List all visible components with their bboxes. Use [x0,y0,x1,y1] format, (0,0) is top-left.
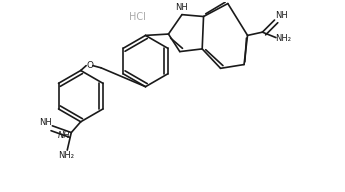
Text: HCl: HCl [129,12,146,22]
Text: NH: NH [275,11,288,20]
Text: NH: NH [58,131,71,140]
Text: NH₂: NH₂ [275,34,292,43]
Text: NH: NH [39,118,52,127]
Text: O: O [86,61,93,70]
Text: NH₂: NH₂ [58,151,74,160]
Text: NH: NH [176,2,188,12]
